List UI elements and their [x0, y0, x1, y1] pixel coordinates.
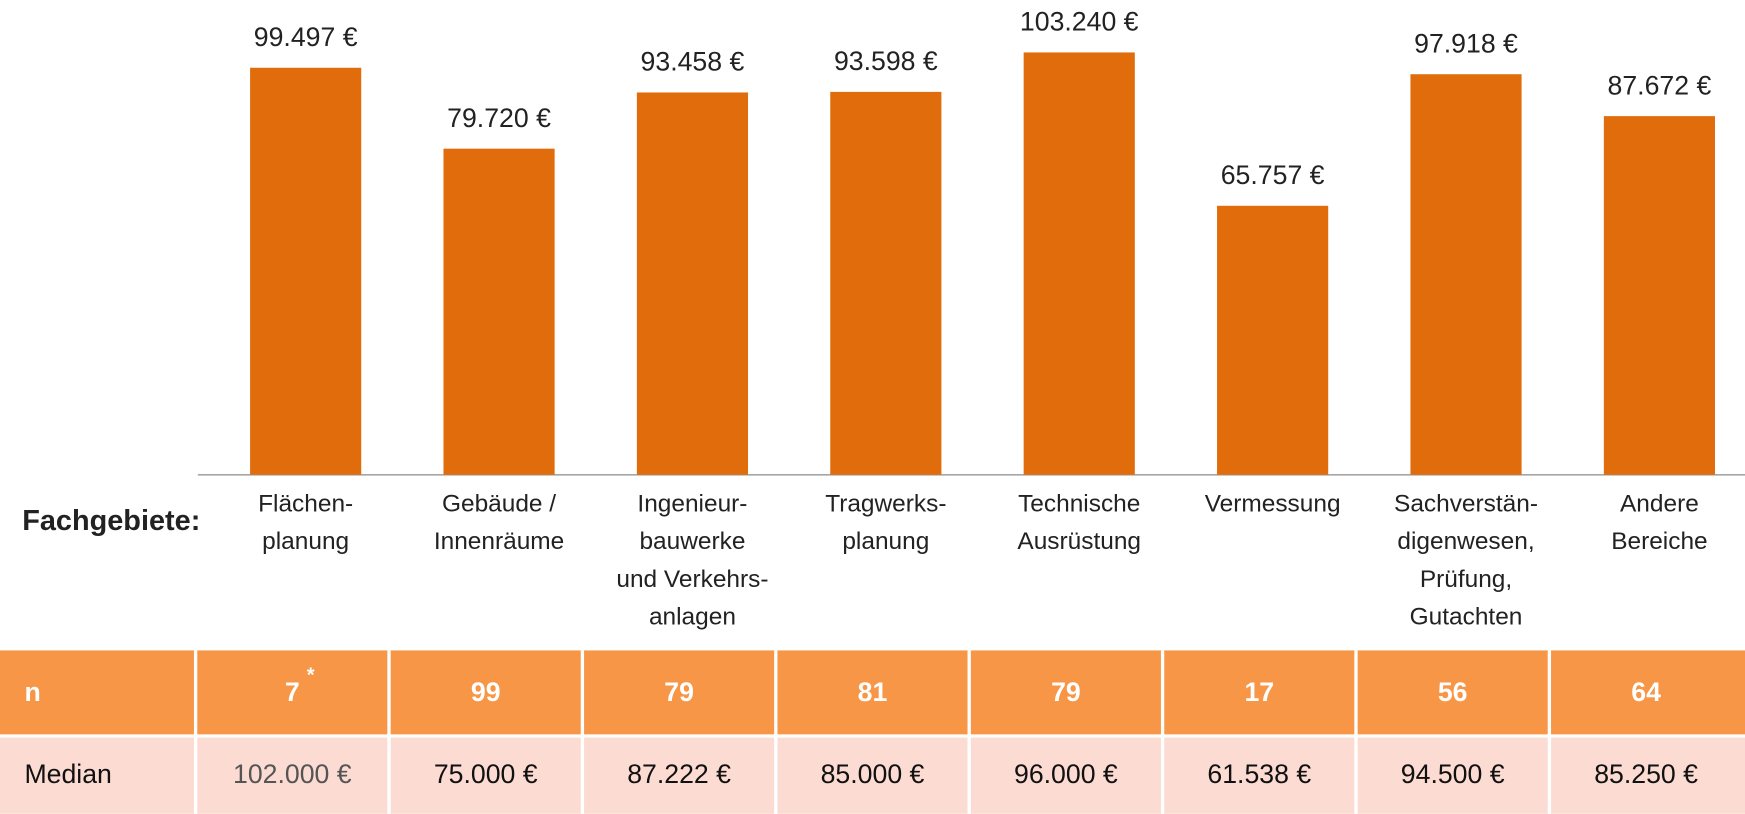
x-tick-label: Gutachten	[1410, 604, 1523, 631]
bar	[250, 67, 362, 475]
value-label: 99.497 €	[254, 22, 358, 52]
x-tick-label: Technische	[1018, 490, 1140, 517]
x-tick-label: Ingenieur-	[637, 490, 747, 517]
bar	[830, 91, 942, 475]
category-axis-label: Fachgebiete:	[22, 505, 200, 537]
median-value: 96.000 €	[1014, 759, 1118, 789]
x-tick-label: Bereiche	[1611, 528, 1707, 555]
x-tick-label: Sachverstän-	[1394, 490, 1538, 517]
bar	[1410, 74, 1522, 475]
x-tick-label: Ausrüstung	[1017, 528, 1141, 555]
n-value: 79	[664, 677, 694, 707]
value-label: 65.757 €	[1221, 160, 1325, 190]
n-value: 81	[858, 677, 888, 707]
median-label: Median	[24, 759, 111, 789]
x-tick-label: planung	[842, 528, 929, 555]
median-row	[0, 735, 1745, 814]
bar	[636, 92, 749, 475]
median-value: 94.500 €	[1401, 759, 1505, 789]
x-tick-label: Flächen-	[258, 490, 353, 517]
n-value: 79	[1051, 677, 1081, 707]
value-label: 87.672 €	[1608, 70, 1712, 100]
bar	[1023, 52, 1135, 475]
value-label: 93.458 €	[641, 47, 745, 77]
n-row	[0, 650, 1745, 736]
x-tick-label: Andere	[1620, 490, 1699, 517]
x-tick-label: anlagen	[649, 604, 736, 631]
x-tick-label: Tragwerks-	[825, 490, 946, 517]
median-value: 85.000 €	[821, 759, 925, 789]
n-value: 17	[1244, 677, 1274, 707]
median-value: 85.250 €	[1594, 759, 1698, 789]
x-tick-label: Vermessung	[1205, 490, 1341, 517]
bar	[1603, 116, 1715, 475]
x-tick-label: digenwesen,	[1397, 528, 1534, 555]
n-value: 64	[1631, 677, 1661, 707]
n-value: 99	[471, 677, 501, 707]
value-label: 97.918 €	[1414, 28, 1518, 58]
median-value: 75.000 €	[434, 759, 538, 789]
x-tick-label: bauwerke	[639, 528, 745, 555]
footnote-marker: *	[307, 664, 315, 686]
n-label: n	[24, 677, 40, 707]
bar	[1217, 205, 1329, 475]
x-tick-label: planung	[262, 528, 349, 555]
x-tick-label: Innenräume	[434, 528, 564, 555]
n-value: 56	[1438, 677, 1468, 707]
value-label: 93.598 €	[834, 46, 938, 76]
value-label: 79.720 €	[447, 103, 551, 133]
n-value: 7	[285, 677, 300, 707]
x-tick-label: Gebäude /	[442, 490, 556, 517]
bar	[443, 148, 555, 475]
median-value: 87.222 €	[627, 759, 731, 789]
x-tick-label: und Verkehrs-	[616, 566, 768, 593]
median-value: 102.000 €	[233, 759, 352, 789]
x-tick-label: Prüfung,	[1420, 566, 1512, 593]
median-value: 61.538 €	[1207, 759, 1311, 789]
value-label: 103.240 €	[1020, 7, 1139, 37]
